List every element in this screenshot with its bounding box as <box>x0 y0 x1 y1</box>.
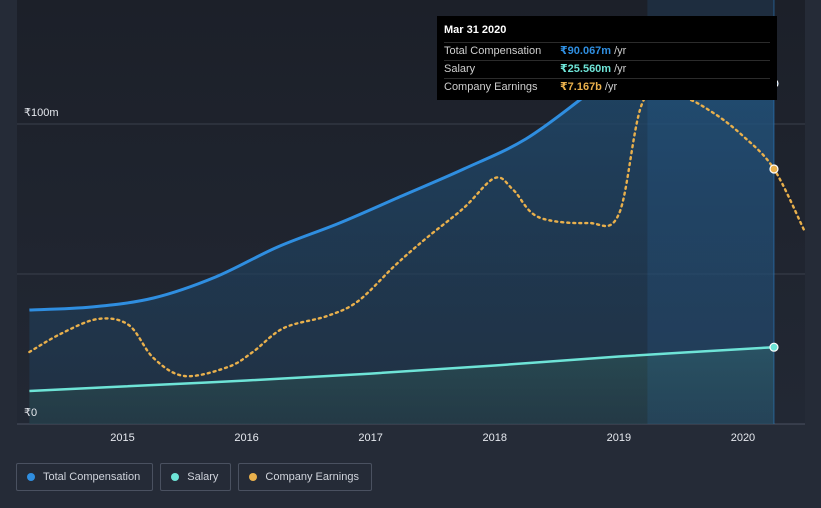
tooltip-value: ₹25.560m <box>560 63 612 75</box>
tooltip-row-total-compensation: Total Compensation ₹90.067m /yr <box>444 42 770 60</box>
y-tick-label: ₹0 <box>24 407 37 419</box>
tooltip-unit: /yr <box>614 63 627 75</box>
series-areas <box>29 57 774 424</box>
tooltip-row-salary: Salary ₹25.560m /yr <box>444 60 770 78</box>
legend-dot-icon <box>249 473 258 481</box>
x-tick-label: 2018 <box>483 432 507 444</box>
salary-line <box>29 345 775 393</box>
x-tick-label: 2020 <box>731 432 755 444</box>
tooltip-row-company-earnings: Company Earnings ₹7.167b /yr <box>444 78 770 96</box>
x-tick-label: 2019 <box>607 432 631 444</box>
tooltip-unit: /yr <box>604 81 618 93</box>
tooltip-label: Salary <box>444 63 476 75</box>
tooltip-date: Mar 31 2020 <box>444 24 507 36</box>
legend-dot-icon <box>171 473 180 481</box>
salary-marker <box>769 342 779 352</box>
axis-labels: ₹0 ₹100m 2015 2016 2017 2018 2019 2020 <box>24 107 755 444</box>
company-earnings-marker <box>769 164 779 174</box>
y-tick-label: ₹100m <box>24 107 59 119</box>
legend-dot-icon <box>27 473 35 481</box>
legend-label: Company Earnings <box>265 471 359 483</box>
x-tick-label: 2016 <box>234 432 258 444</box>
salary-area <box>29 347 774 424</box>
legend-label: Total Compensation <box>43 471 141 483</box>
legend-label: Salary <box>187 471 219 483</box>
tooltip-label: Total Compensation <box>444 45 542 57</box>
tooltip: Mar 31 2020 Total Compensation ₹90.067m … <box>437 16 777 100</box>
legend: Total Compensation Salary Company Earnin… <box>16 463 372 491</box>
legend-item-company-earnings[interactable]: Company Earnings <box>238 463 372 491</box>
x-tick-label: 2017 <box>358 432 382 444</box>
x-tick-label: 2015 <box>110 432 134 444</box>
tooltip-label: Company Earnings <box>444 81 538 93</box>
tooltip-value: ₹90.067m <box>560 45 612 57</box>
legend-item-total-compensation[interactable]: Total Compensation <box>16 463 154 491</box>
tooltip-value: ₹7.167b <box>560 81 602 93</box>
total-compensation-area <box>29 57 774 424</box>
tooltip-unit: /yr <box>614 45 627 57</box>
legend-item-salary[interactable]: Salary <box>160 463 232 491</box>
